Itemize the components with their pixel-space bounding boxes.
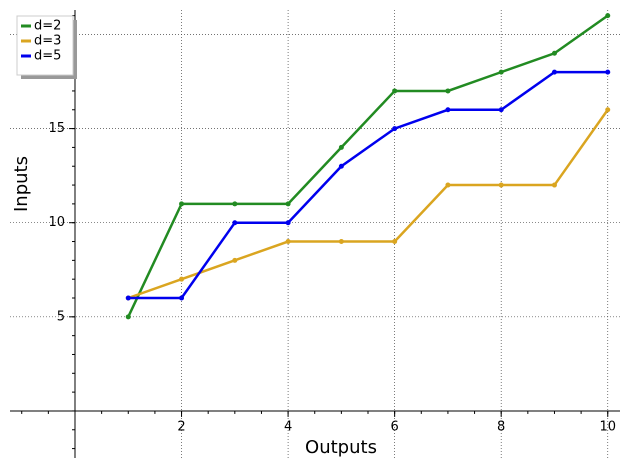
point xyxy=(551,50,557,56)
point xyxy=(232,220,238,226)
point xyxy=(551,69,557,75)
point xyxy=(498,107,504,113)
point xyxy=(179,295,185,301)
point xyxy=(125,314,131,320)
point xyxy=(498,69,504,75)
series-line xyxy=(128,70,608,300)
x-tick-label: 8 xyxy=(497,419,505,434)
series-line xyxy=(127,14,609,318)
point xyxy=(445,88,451,94)
point xyxy=(445,107,451,113)
point xyxy=(179,276,185,282)
x-axis-label: Outputs xyxy=(305,437,377,458)
point xyxy=(285,201,291,207)
point xyxy=(605,107,611,113)
y-tick-label: 5 xyxy=(57,309,65,324)
point xyxy=(445,182,451,188)
legend-label: d=2 xyxy=(34,19,61,34)
x-tick-label: 10 xyxy=(599,419,616,434)
x-tick-label: 2 xyxy=(177,419,185,434)
series-line xyxy=(127,109,609,300)
point xyxy=(338,163,344,169)
point xyxy=(605,13,611,19)
y-tick-label: 15 xyxy=(48,121,65,136)
point xyxy=(285,220,291,226)
point xyxy=(285,239,291,245)
point xyxy=(392,126,398,132)
y-tick-label: 10 xyxy=(48,215,65,230)
x-tick-label: 6 xyxy=(391,419,399,434)
point xyxy=(232,201,238,207)
point xyxy=(605,69,611,75)
legend-label: d=5 xyxy=(34,49,61,64)
point xyxy=(392,88,398,94)
point xyxy=(338,239,344,245)
point xyxy=(551,182,557,188)
legend-label: d=3 xyxy=(34,34,61,49)
point xyxy=(392,239,398,245)
point xyxy=(338,144,344,150)
point xyxy=(498,182,504,188)
point xyxy=(232,257,238,263)
point xyxy=(125,295,131,301)
y-axis-label: Inputs xyxy=(11,156,32,212)
point xyxy=(179,201,185,207)
x-tick-label: 4 xyxy=(284,419,292,434)
